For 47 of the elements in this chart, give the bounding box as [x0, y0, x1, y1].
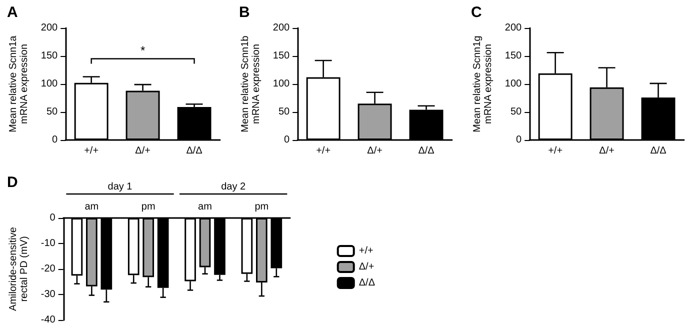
x-tick-label: +/+ — [548, 146, 563, 156]
x-tick-label: +/+ — [316, 146, 331, 156]
y-tick-label: 50 — [278, 106, 290, 118]
y-tick-label: 100 — [272, 78, 290, 90]
y-tick-label: -10 — [40, 238, 56, 249]
x-tick-label: Δ/Δ — [418, 146, 435, 156]
x-tick-label: am — [84, 202, 99, 212]
y-tick-label: 100 — [40, 78, 58, 90]
x-tick-label: Δ/+ — [599, 146, 615, 156]
chart-title: C — [471, 4, 482, 21]
y-axis-title: Mean relative Scnn1g mRNA expression — [472, 36, 494, 132]
y-axis-title: Mean relative Scnn1a mRNA expression — [8, 35, 30, 132]
y-tick-label: -30 — [40, 289, 56, 300]
x-tick-label: Δ/+ — [135, 146, 151, 156]
y-tick-label: -20 — [40, 264, 56, 274]
y-tick-label: 150 — [40, 50, 58, 62]
annotation: * — [140, 44, 146, 58]
x-tick-label: pm — [254, 202, 269, 212]
y-tick-label: 0 — [516, 134, 522, 146]
y-tick-label: 0 — [52, 134, 58, 146]
x-tick-label: Δ/Δ — [650, 146, 667, 156]
legend-label: Δ/Δ — [358, 278, 376, 288]
legend-label: +/+ — [358, 246, 374, 256]
y-axis-title: Mean relative Scnn1b mRNA expression — [240, 35, 262, 132]
legend-label: Δ/+ — [358, 262, 374, 272]
y-tick-label: 50 — [46, 106, 58, 118]
x-tick-label: Δ/+ — [367, 146, 383, 156]
y-tick-label: 100 — [504, 78, 522, 90]
y-tick-label: 150 — [504, 50, 522, 62]
y-tick-label: 150 — [272, 50, 290, 62]
chart-title: A — [7, 4, 18, 21]
text: day 2 — [221, 182, 246, 192]
chart-title: D — [7, 174, 18, 191]
y-tick-label: 200 — [40, 22, 58, 34]
y-tick-label: 200 — [504, 22, 522, 34]
x-tick-label: +/+ — [84, 146, 99, 156]
x-tick-label: am — [198, 202, 212, 212]
y-tick-label: 0 — [284, 134, 290, 146]
y-tick-label: 200 — [272, 22, 290, 34]
text: day 1 — [108, 182, 133, 192]
x-tick-label: pm — [141, 202, 156, 212]
y-tick-label: -40 — [40, 314, 56, 326]
chart-title: B — [239, 4, 250, 21]
y-axis-title: Amiloride-sensitive rectal PD (mV) — [8, 226, 30, 311]
y-tick-label: 0 — [50, 212, 56, 224]
x-tick-label: Δ/Δ — [186, 146, 203, 156]
y-tick-label: 50 — [510, 106, 522, 118]
